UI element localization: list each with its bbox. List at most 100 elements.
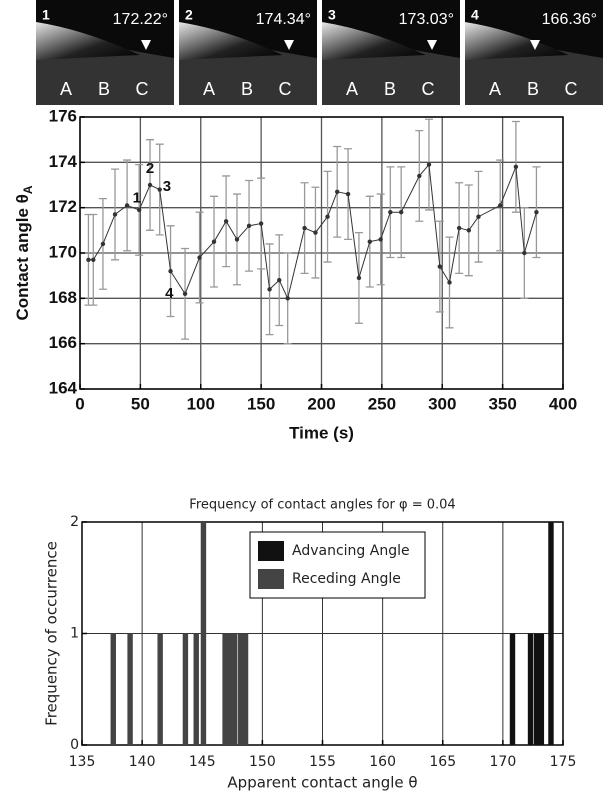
chart-title: Frequency of contact angles for φ = 0.04 xyxy=(189,498,455,513)
x-tick-label: 0 xyxy=(75,394,84,413)
data-point xyxy=(356,275,362,281)
data-point xyxy=(522,250,527,256)
legend-label: Advancing Angle xyxy=(292,543,410,559)
x-tick-label: 150 xyxy=(247,394,275,413)
panel-number: 1 xyxy=(42,7,50,23)
data-point xyxy=(86,257,91,262)
data-point xyxy=(398,210,404,215)
data-point xyxy=(91,257,96,262)
time-chart: 0 50 100 150 200 250 300 350 400 164 166 168 170 172 1… xyxy=(13,106,577,442)
data-point xyxy=(417,173,422,179)
y-tick-label: 1 xyxy=(70,626,79,642)
data-point xyxy=(498,203,503,208)
data-point xyxy=(157,187,162,192)
y-tick-label: 168 xyxy=(49,288,77,307)
panel-arrow xyxy=(284,40,294,50)
data-point xyxy=(456,225,462,231)
data-point xyxy=(267,287,272,292)
panel-letter: B xyxy=(384,79,396,99)
annotation: 2 xyxy=(146,160,154,177)
data-point xyxy=(437,264,443,269)
x-tick-label: 150 xyxy=(249,754,276,770)
data-point xyxy=(447,280,452,285)
legend-swatch xyxy=(258,569,284,589)
data-point xyxy=(378,237,383,242)
data-point xyxy=(168,268,173,274)
bar xyxy=(127,633,133,745)
bar xyxy=(200,522,207,745)
x-tick-label: 140 xyxy=(129,754,156,770)
bar xyxy=(242,633,249,745)
x-tick-label: 145 xyxy=(189,754,216,770)
panel-drop xyxy=(465,22,569,60)
bar xyxy=(548,522,554,745)
y-tick-label: 164 xyxy=(49,378,78,397)
panel-arrow xyxy=(141,40,151,50)
data-point xyxy=(197,255,202,260)
bar xyxy=(509,633,516,745)
bar xyxy=(193,633,199,745)
panel-angle: 174.34° xyxy=(256,11,311,28)
x-tick-label: 175 xyxy=(550,754,577,770)
panel-number: 2 xyxy=(185,7,193,23)
y-tick-label: 174 xyxy=(49,152,78,171)
annotation: 4 xyxy=(165,285,174,302)
bar xyxy=(222,633,228,745)
data-point xyxy=(277,278,282,283)
x-axis-label: Apparent contact angle θ xyxy=(227,774,417,792)
y-tick-label: 2 xyxy=(70,514,79,530)
x-tick-label: 155 xyxy=(309,754,336,770)
data-point xyxy=(388,210,393,215)
data-point xyxy=(285,296,290,301)
x-tick-label: 170 xyxy=(490,754,517,770)
x-tick-label: 400 xyxy=(549,394,577,413)
data-point xyxy=(466,228,472,233)
plot-frame xyxy=(81,521,564,746)
data-point xyxy=(100,241,106,247)
x-axis-label: Time (s) xyxy=(289,423,354,442)
data-point xyxy=(325,214,330,219)
x-tick-label: 160 xyxy=(369,754,396,770)
x-tick-label: 250 xyxy=(368,394,396,413)
data-point xyxy=(513,164,519,170)
panel-letter: A xyxy=(489,79,501,99)
y-axis-label-sub: A xyxy=(21,185,35,194)
data-point xyxy=(334,189,340,194)
panel-number: 4 xyxy=(471,7,479,23)
bar xyxy=(533,633,540,745)
panel-letter: A xyxy=(60,79,72,99)
data-point xyxy=(211,239,217,244)
panel-letter: A xyxy=(346,79,358,99)
bar xyxy=(527,633,534,745)
data-point xyxy=(258,221,264,226)
data-point xyxy=(182,291,188,296)
panel-angle: 166.36° xyxy=(542,11,597,28)
panel-letter: C xyxy=(279,79,292,99)
y-tick-label: 166 xyxy=(49,333,77,352)
bar xyxy=(538,633,545,745)
data-point xyxy=(223,219,229,224)
histogram-chart: 135 140 145 150 155 160 165 170 175 0 1 2 Advancing … xyxy=(43,498,577,792)
panel-number: 3 xyxy=(328,7,336,23)
panel-drop xyxy=(322,22,426,60)
panel-angle: 172.22° xyxy=(113,11,168,28)
data-point xyxy=(534,210,539,215)
data-point xyxy=(313,230,318,235)
data-point xyxy=(367,239,372,244)
annotation: 3 xyxy=(163,178,171,195)
y-axis-label: Frequency of occurrence xyxy=(43,541,61,726)
data-point xyxy=(112,212,118,217)
panel-letter: B xyxy=(527,79,539,99)
x-tick-label: 200 xyxy=(307,394,335,413)
data-point xyxy=(136,207,142,213)
y-axis-label-main: Contact angle θ xyxy=(13,194,32,320)
image-panels: 1 172.22° A B C 2 174.34° A B C 3 173.03° A B C 4 166.36… xyxy=(36,0,603,105)
data-point xyxy=(345,191,351,197)
y-tick-label: 170 xyxy=(49,242,77,261)
annotation: 1 xyxy=(133,190,141,207)
panel-angle: 173.03° xyxy=(399,11,454,28)
panel-letter: C xyxy=(422,79,435,99)
y-tick-label: 172 xyxy=(49,197,77,216)
data-point xyxy=(147,182,153,188)
data-line xyxy=(88,163,537,300)
